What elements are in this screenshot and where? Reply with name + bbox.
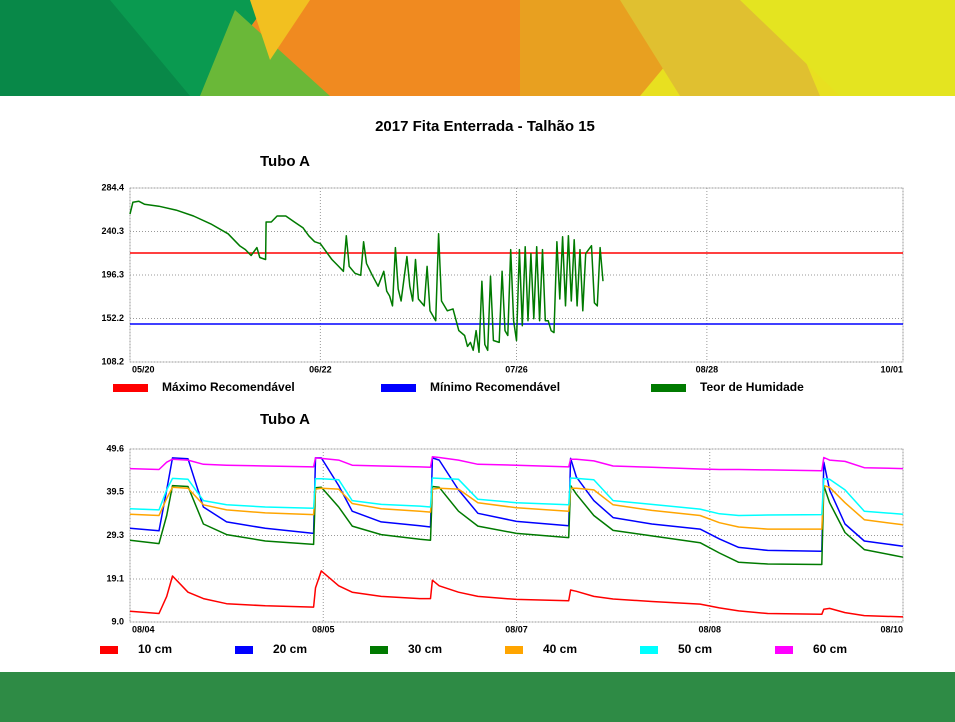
legend-label: 60 cm	[813, 642, 847, 656]
legend-swatch	[505, 646, 523, 654]
chart-title: Tubo A	[260, 411, 310, 428]
footer	[0, 672, 955, 722]
x-tick-label: 08/08	[698, 624, 721, 634]
legend-label: Máximo Recomendável	[162, 380, 295, 394]
legend-label: 30 cm	[408, 642, 442, 656]
x-tick-label: 08/10	[880, 624, 903, 634]
slide-title: 2017 Fita Enterrada - Talhão 15	[375, 118, 595, 135]
y-tick-label: 29.3	[106, 530, 124, 540]
y-tick-label: 108.2	[101, 356, 124, 366]
page: 2017 Fita Enterrada - Talhão 15 Tubo A 10…	[0, 0, 955, 722]
y-tick-label: 240.3	[101, 226, 124, 236]
legend-label: Mínimo Recomendável	[430, 380, 560, 394]
y-tick-label: 152.2	[101, 313, 124, 323]
chart-title: Tubo A	[260, 153, 310, 170]
legend-label: 40 cm	[543, 642, 577, 656]
x-tick-label: 10/01	[880, 364, 903, 374]
y-tick-label: 19.1	[106, 573, 124, 583]
banner	[0, 0, 955, 96]
x-tick-label: 05/20	[132, 364, 155, 374]
legend-swatch	[651, 384, 686, 392]
y-tick-label: 196.3	[101, 269, 124, 279]
slide: 2017 Fita Enterrada - Talhão 15 Tubo A 10…	[0, 0, 955, 722]
y-tick-label: 39.5	[106, 486, 124, 496]
legend-label: 50 cm	[678, 642, 712, 656]
y-tick-label: 49.6	[106, 443, 124, 453]
legend-swatch	[775, 646, 793, 654]
legend-swatch	[113, 384, 148, 392]
x-tick-label: 08/07	[505, 624, 528, 634]
x-tick-label: 08/05	[312, 624, 335, 634]
x-tick-label: 08/04	[132, 624, 155, 634]
legend-swatch	[100, 646, 118, 654]
y-tick-label: 284.4	[101, 182, 124, 192]
legend-label: Teor de Humidade	[700, 380, 804, 394]
y-tick-label: 9.0	[111, 616, 124, 626]
legend-swatch	[235, 646, 253, 654]
x-tick-label: 06/22	[309, 364, 332, 374]
x-tick-label: 07/26	[505, 364, 528, 374]
legend-swatch	[381, 384, 416, 392]
legend-label: 10 cm	[138, 642, 172, 656]
legend-swatch	[370, 646, 388, 654]
legend-label: 20 cm	[273, 642, 307, 656]
legend-swatch	[640, 646, 658, 654]
x-tick-label: 08/28	[696, 364, 719, 374]
